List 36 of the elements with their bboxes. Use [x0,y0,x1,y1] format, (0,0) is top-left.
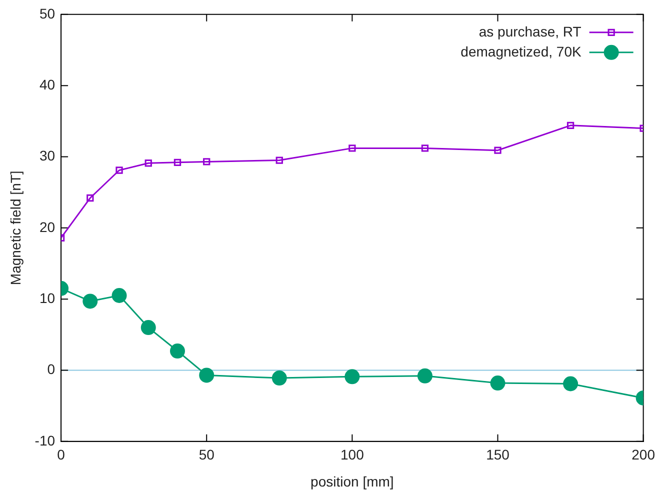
x-axis-title: position [mm] [310,473,394,490]
point [199,368,214,383]
point [86,194,94,202]
point [566,122,574,129]
legend-label: demagnetized, 70K [460,43,582,60]
point [417,368,432,384]
y-tick-label: 20 [39,218,56,235]
point [144,160,152,167]
y-axis-title: Magnetic field [nT] [7,170,24,286]
point [490,376,506,391]
point [174,158,182,166]
y-tick-label: 50 [39,5,56,22]
point [421,144,429,152]
point [82,294,98,309]
point [116,166,123,174]
point [344,369,360,384]
x-tick-label: 0 [57,446,66,463]
x-tick-label: 150 [486,446,510,463]
point [563,376,578,392]
point [170,344,185,359]
y-tick-label: 0 [47,361,56,378]
x-tick-label: 50 [198,446,215,463]
x-tick-label: 100 [340,446,364,463]
y-tick-label: 10 [39,290,56,306]
point [112,288,127,304]
legend-label: as purchase, RT [478,23,582,40]
y-tick-label: 30 [39,148,56,164]
point [272,370,287,386]
y-tick-label: -10 [34,432,56,448]
y-tick-label: 40 [39,76,56,92]
point [203,158,210,166]
point [276,156,283,164]
point [348,144,356,152]
point [494,146,502,154]
point [140,320,156,336]
x-tick-label: 200 [632,446,656,463]
